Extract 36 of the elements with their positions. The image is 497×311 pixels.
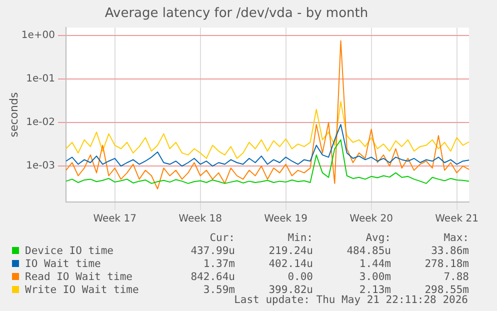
- text: Min:: [286, 232, 313, 245]
- text: 3.59m: [202, 284, 235, 297]
- x-tick-label: Week 21: [435, 214, 478, 225]
- y-tick-label: 1e-03: [26, 160, 55, 172]
- text: 278.18m: [424, 258, 469, 271]
- text: Max:: [442, 232, 469, 245]
- legend-label: Device IO time: [24, 245, 115, 258]
- legend-label: Read IO Wait time: [24, 271, 134, 284]
- text: 7.88: [442, 271, 469, 284]
- text: 402.14u: [268, 258, 313, 271]
- text: 842.64u: [190, 271, 235, 284]
- y-tick-label: 1e-01: [26, 73, 55, 84]
- text: Last update: Thu May 21 22:11:28 2026: [234, 294, 468, 306]
- text: 437.99u: [190, 245, 235, 258]
- text: 1.44m: [358, 258, 391, 271]
- text: 484.85u: [346, 245, 391, 258]
- text: 399.82u: [268, 284, 313, 296]
- text: 2.13m: [359, 284, 391, 296]
- text: 0.00: [286, 271, 313, 284]
- text: 33.86m: [430, 245, 469, 258]
- text: 1.37m: [202, 258, 235, 271]
- chart-title: Average latency for /dev/vda - by month: [104, 6, 368, 22]
- y-tick-label: 1e+00: [21, 30, 55, 41]
- x-tick-label: Week 18: [178, 214, 222, 225]
- text: Cur:: [208, 232, 235, 245]
- text: 219.24u: [268, 245, 313, 258]
- legend-label: IO Wait time: [24, 258, 102, 271]
- x-tick-label: Week 20: [350, 214, 393, 225]
- text: Avg:: [364, 232, 391, 245]
- x-tick-label: Week 19: [264, 214, 308, 225]
- text: 3.00m: [358, 271, 391, 284]
- x-tick-label: Week 17: [93, 214, 137, 225]
- y-axis-title: seconds: [7, 92, 20, 138]
- text: 298.55m: [424, 284, 469, 296]
- y-tick-label: 1e-02: [26, 117, 55, 128]
- legend-label: Write IO Wait time: [24, 284, 140, 297]
